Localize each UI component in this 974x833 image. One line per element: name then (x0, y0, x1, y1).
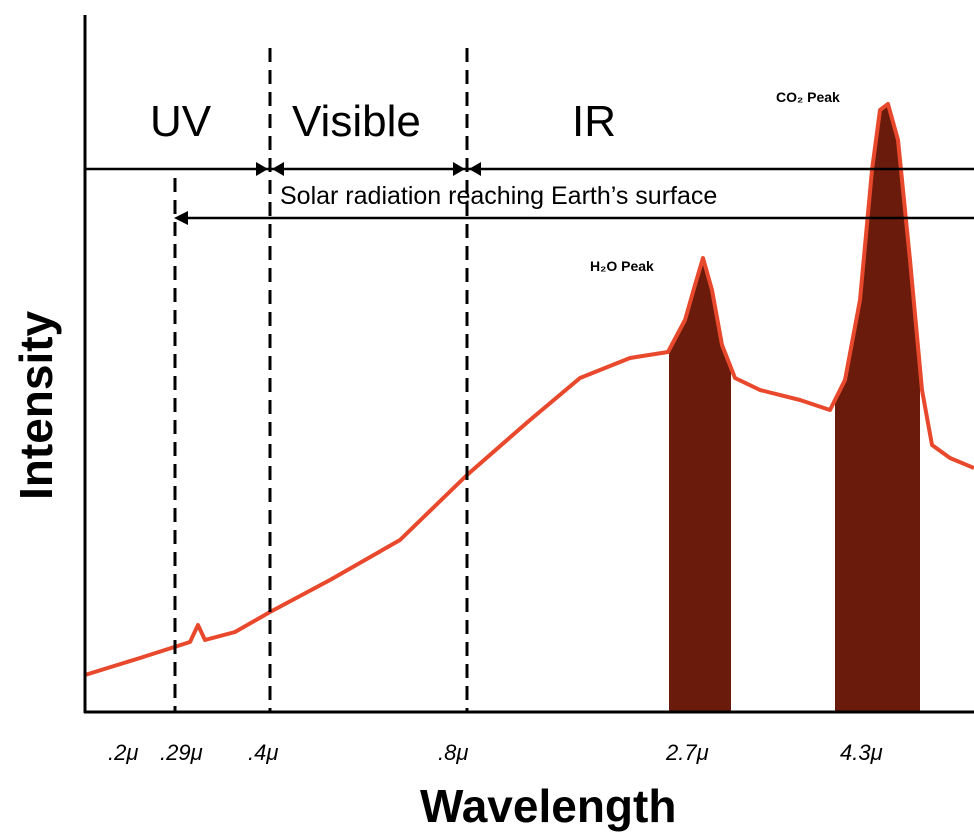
tick-label: 2.7μ (665, 740, 709, 765)
h2o-peak-label: H₂O Peak (590, 258, 654, 274)
region-ir-label: IR (572, 97, 616, 146)
co2-peak-label: CO₂ Peak (776, 89, 840, 105)
h2o-peak-band (669, 104, 731, 713)
solar-radiation-arrow (174, 211, 188, 225)
tick-label: .8μ (438, 740, 468, 765)
y-axis-title: Intensity (10, 310, 62, 500)
tick-label: .29μ (160, 740, 203, 765)
x-axis-title: Wavelength (420, 780, 676, 832)
uv-visible-arrow-left (256, 162, 268, 176)
uv-visible-arrow-right (272, 162, 284, 176)
visible-ir-arrow-left (453, 162, 465, 176)
tick-label: .4μ (248, 740, 278, 765)
intensity-curve (84, 102, 974, 677)
region-visible-label: Visible (292, 97, 421, 146)
region-uv-label: UV (150, 97, 212, 146)
tick-label: .2μ (108, 740, 138, 765)
visible-ir-arrow-right (469, 162, 481, 176)
tick-label: 4.3μ (840, 740, 883, 765)
solar-radiation-label: Solar radiation reaching Earth’s surface (280, 182, 717, 210)
